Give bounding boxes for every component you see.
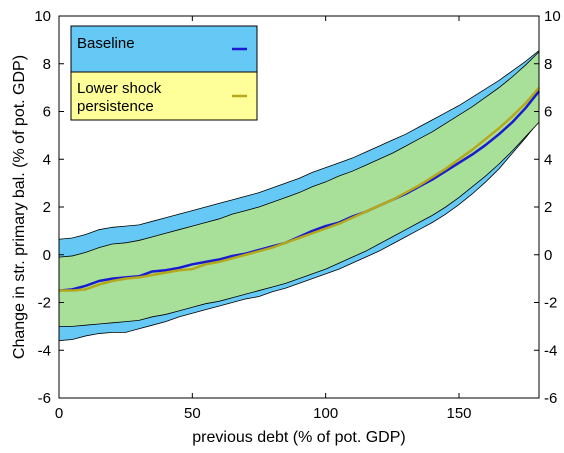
series-lines [58,86,540,292]
line-series-2 [59,86,540,292]
x-tick-label: 0 [55,405,63,422]
legend-label-baseline: Baseline [77,35,135,52]
y-tick-label-left: 8 [43,56,51,73]
y-tick-label-left: 6 [43,104,51,121]
x-tick-label: 150 [446,405,471,422]
y-tick-label-left: -6 [38,390,51,407]
y-axis-title: Change in str. primary bal. (% of pot. G… [11,55,28,359]
x-tick-label: 100 [313,405,338,422]
y-tick-label-left: -4 [38,342,51,359]
legend-label-lower-shock: Lower shock persistence [77,80,162,115]
y-tick-label-left: 0 [43,247,51,264]
y-tick-label-right: 0 [544,247,552,264]
y-tick-label-right: 8 [544,56,552,73]
y-tick-label-right: -4 [544,342,557,359]
y-tick-label-right: 4 [544,151,552,168]
y-tick-label-left: 4 [43,151,51,168]
y-tick-label-left: -2 [38,295,51,312]
x-axis-title: previous debt (% of pot. GDP) [192,429,405,446]
y-tick-label-left: 2 [43,199,51,216]
x-tick-label: 50 [184,405,201,422]
y-tick-label-right: 6 [544,104,552,121]
legend: Baseline Lower shock persistence [70,25,258,121]
y-tick-label-right: 2 [544,199,552,216]
legend-box-baseline [70,25,258,73]
y-tick-label-right: 10 [544,8,561,25]
y-tick-label-left: 10 [34,8,51,25]
y-tick-label-right: -2 [544,295,557,312]
legend-box-lower-shock [70,71,258,121]
axis-ticks: 0 50 100 150 -6 -6 -4 -4 -2 -2 0 0 2 2 4 4 6 6 8 8 10 10 [34,8,560,422]
y-tick-label-right: -6 [544,390,557,407]
